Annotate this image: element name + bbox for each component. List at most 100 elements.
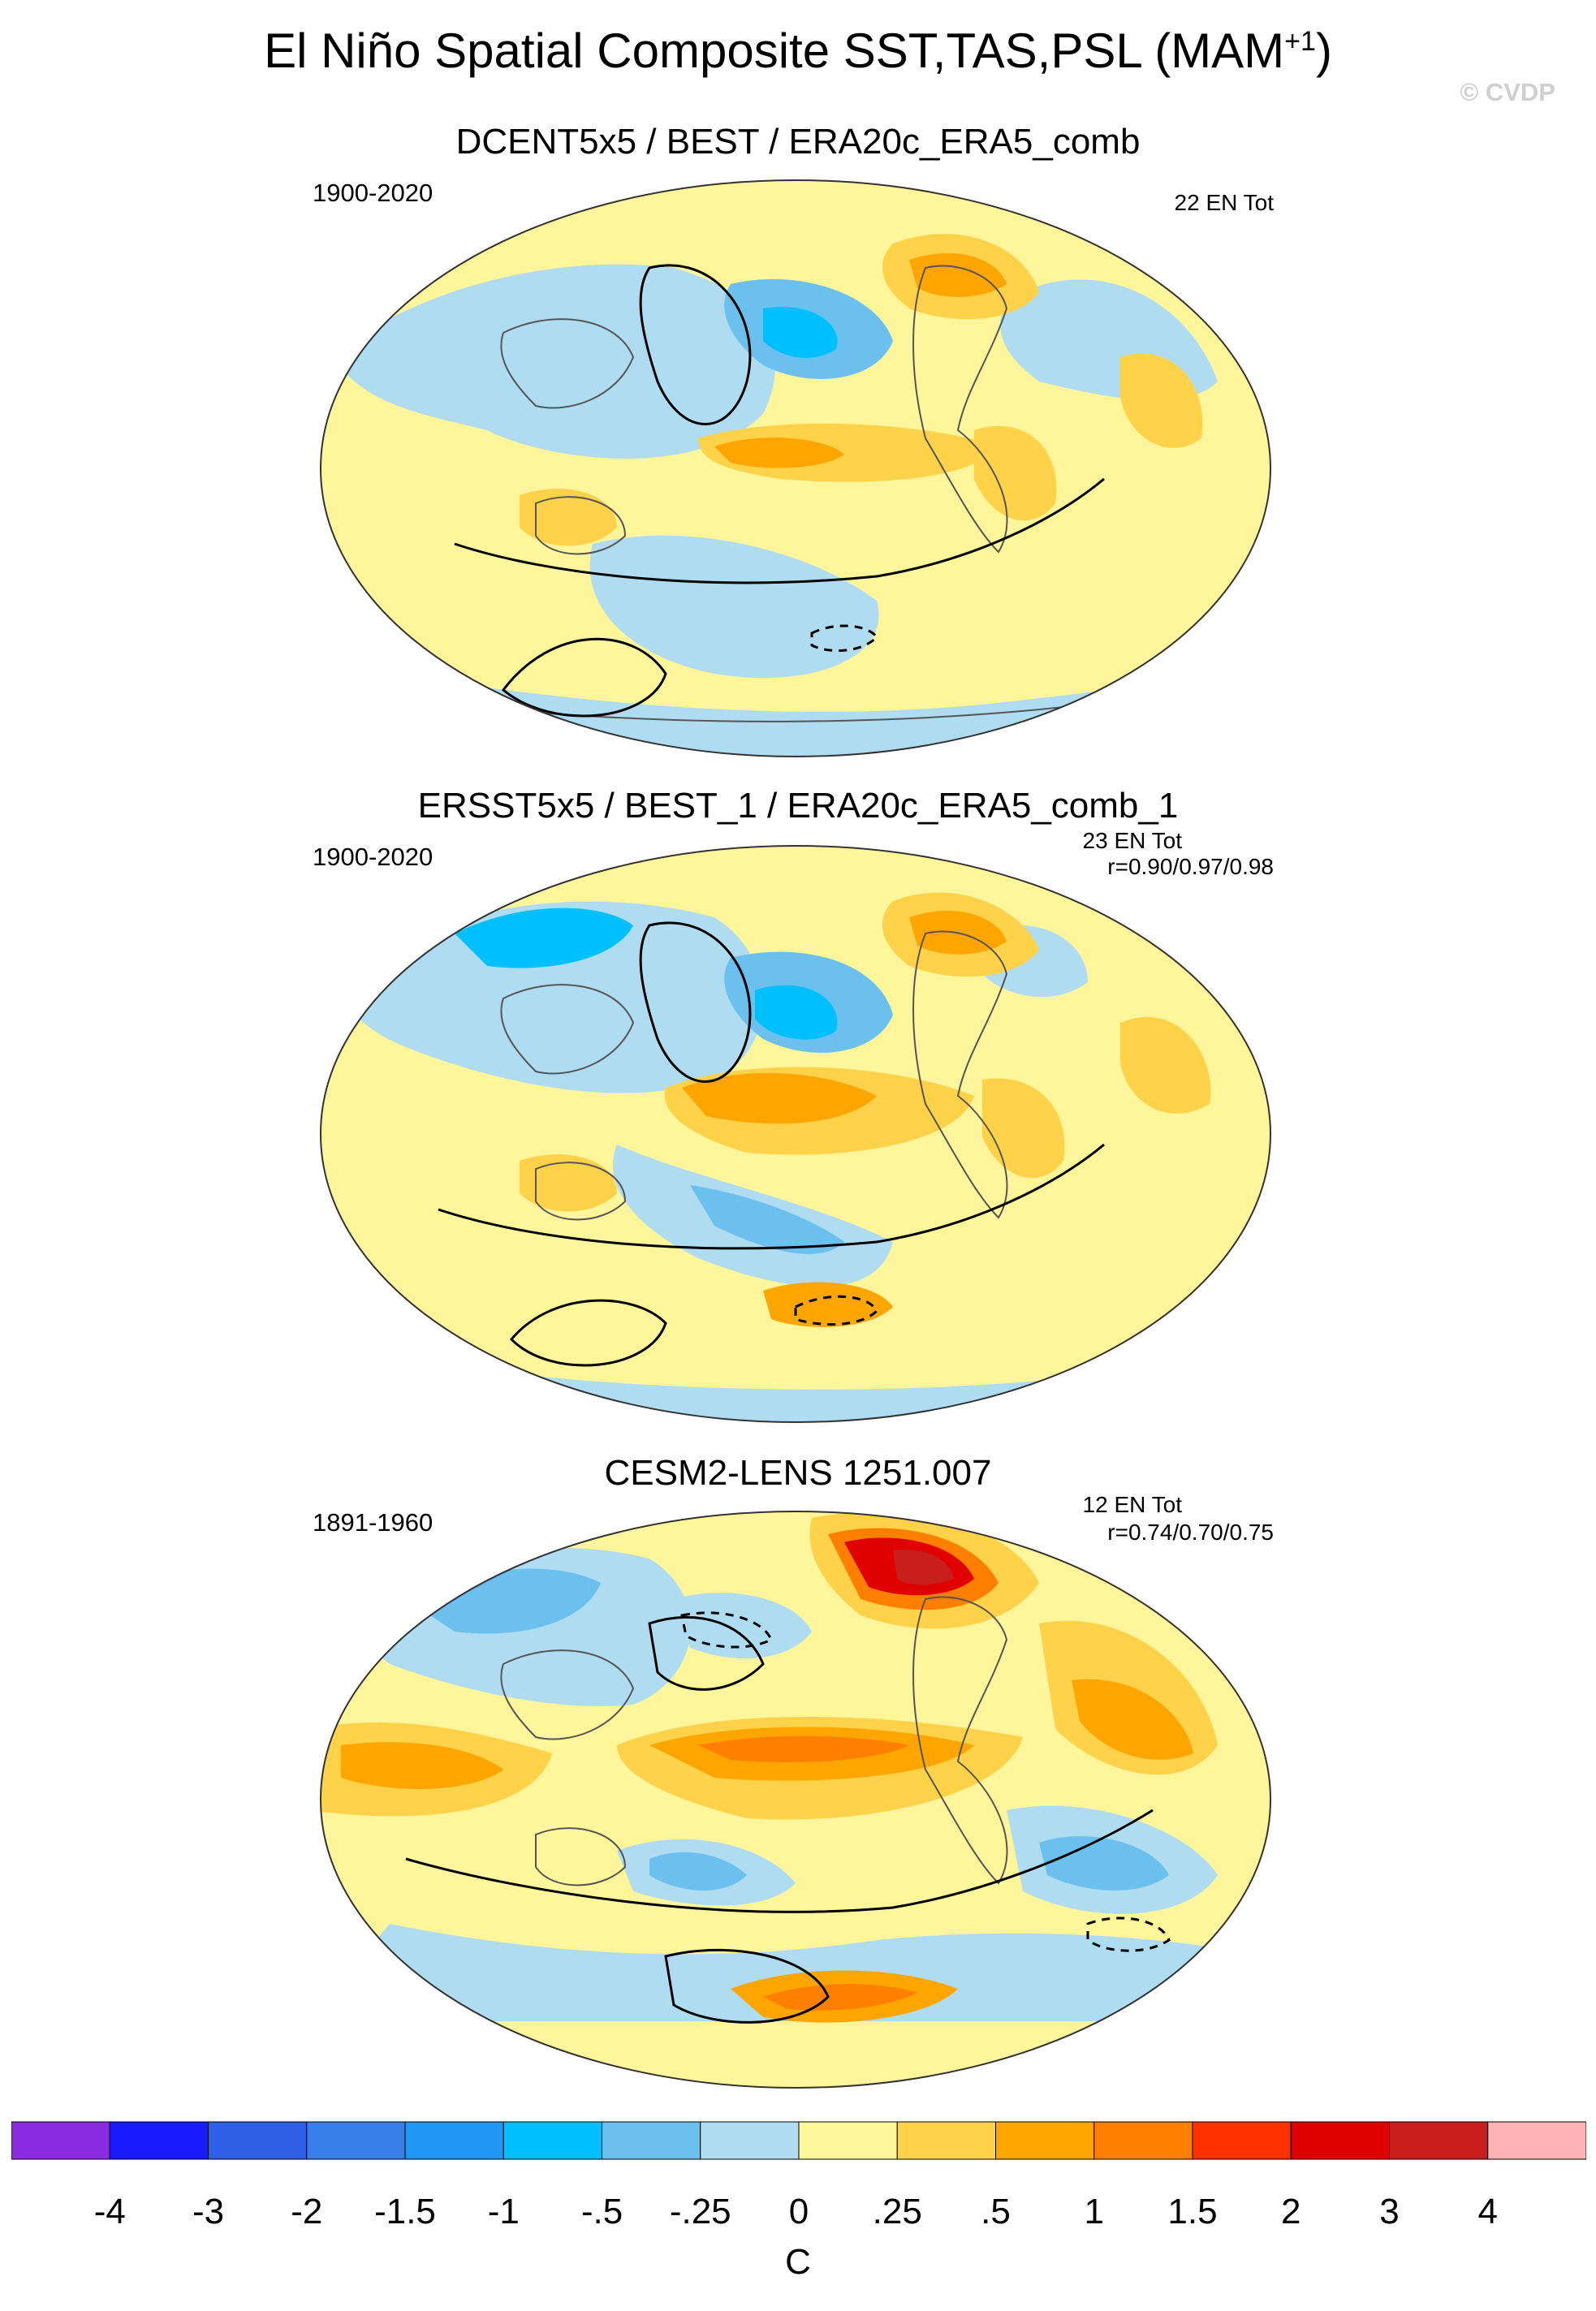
psl-contour — [1086, 1916, 1171, 1952]
anomaly-region-warm — [1072, 1679, 1193, 1760]
colorbar-swatch — [995, 2121, 1095, 2160]
colorbar-swatch — [602, 2121, 701, 2160]
land-outline — [535, 496, 627, 555]
colorbar-tick-label: 4 — [1477, 2192, 1498, 2231]
colorbar-swatch — [306, 2121, 406, 2160]
colorbar-tick-label: 0 — [788, 2192, 809, 2231]
anomaly-region-cool — [1039, 1836, 1169, 1891]
anomaly-region-warm — [763, 1984, 917, 2011]
anomaly-region-cool — [755, 985, 838, 1040]
land-outline — [912, 1596, 1008, 1885]
psl-contour — [438, 1143, 1105, 1250]
psl-contour — [639, 921, 752, 1083]
anomaly-region-cool — [674, 1593, 812, 1659]
anomaly-region-warm — [341, 1742, 503, 1789]
colorbar-swatch — [1389, 2121, 1489, 2160]
anomaly-region-cool — [333, 264, 776, 459]
anomaly-region-warm — [1120, 1016, 1211, 1114]
psl-contour — [501, 637, 667, 718]
anomaly-region-warm — [520, 1154, 617, 1212]
panel-1-years: 1900-2020 — [313, 179, 434, 207]
colorbar-tick-label: -2 — [291, 2192, 323, 2231]
land-outline — [500, 1649, 635, 1740]
colorbar-swatch — [11, 2121, 110, 2160]
panel-1-map — [320, 179, 1271, 757]
colorbar-swatch — [1093, 2121, 1193, 2160]
land-outline — [912, 265, 1008, 554]
colorbar-tick-label: 3 — [1379, 2192, 1400, 2231]
anomaly-region-cool — [690, 1185, 844, 1254]
panel-3-correlation: r=0.74/0.70/0.75 — [1107, 1520, 1274, 1545]
colorbar-swatch — [208, 2121, 308, 2160]
panel-1-count: 22 EN Tot — [1174, 190, 1274, 215]
psl-contour — [810, 624, 878, 653]
psl-contour — [664, 1948, 830, 2024]
panel-2-map — [320, 845, 1271, 1423]
panel-2-title: ERSST5x5 / BEST_1 / ERA20c_ERA5_comb_1 — [417, 786, 1179, 826]
colorbar-swatch — [404, 2121, 504, 2160]
colorbar-tick-label: 1 — [1084, 2192, 1104, 2231]
map-outline — [320, 179, 1271, 757]
colorbar-swatch — [896, 2121, 996, 2160]
psl-contour — [680, 1611, 773, 1649]
colorbar-tick-label: .5 — [981, 2192, 1011, 2231]
panel-2-count: 23 EN Tot — [1082, 828, 1182, 853]
colorbar-swatch — [503, 2121, 602, 2160]
psl-contour — [509, 1299, 667, 1367]
colorbar-tick-label: -3 — [192, 2192, 225, 2231]
psl-contour — [405, 1809, 1154, 1913]
anomaly-region-cool — [321, 1924, 1270, 2021]
land-outline — [912, 930, 1008, 1219]
colorbar-tick-label: -1.5 — [374, 2192, 436, 2231]
anomaly-region-warm — [520, 489, 617, 546]
colorbar-swatch — [1487, 2121, 1586, 2160]
anomaly-region-warm — [682, 1072, 877, 1124]
watermark: © CVDP — [1460, 78, 1555, 106]
anomaly-region-warm — [763, 1282, 893, 1327]
colorbar-tick-label: 2 — [1281, 2192, 1301, 2231]
colorbar-tick-label: -.5 — [580, 2192, 623, 2231]
colorbar-tick-label: -.25 — [669, 2192, 731, 2231]
anomaly-region-warm — [714, 438, 844, 468]
colorbar-tick-label: -4 — [93, 2192, 126, 2231]
colorbar-swatch — [1192, 2121, 1292, 2160]
panel-3-map — [320, 1511, 1271, 2089]
map-outline — [320, 1511, 1271, 2089]
panel-3-title: CESM2-LENS 1251.007 — [604, 1453, 992, 1493]
land-outline — [535, 1827, 627, 1886]
panel-3-years: 1891-1960 — [313, 1508, 434, 1537]
anomaly-region-cool — [649, 1852, 747, 1891]
colorbar-tick-label: -1 — [487, 2192, 520, 2231]
anomaly-region-hot — [893, 1550, 954, 1585]
psl-contour — [639, 264, 752, 425]
land-outline — [500, 318, 635, 409]
psl-contour — [454, 477, 1105, 584]
anomaly-region-warm — [909, 252, 1007, 297]
panel-2-correlation: r=0.90/0.97/0.98 — [1107, 854, 1274, 879]
land-outline — [500, 984, 635, 1075]
colorbar — [11, 2121, 1586, 2160]
colorbar-swatch — [700, 2121, 800, 2160]
psl-contour — [794, 1295, 878, 1326]
anomaly-region-warm — [1120, 353, 1203, 448]
colorbar-swatch — [1290, 2121, 1390, 2160]
colorbar-tick-label: .25 — [872, 2192, 922, 2231]
anomaly-region-cool — [341, 901, 763, 1093]
psl-contour — [648, 1615, 765, 1691]
land-outline — [535, 1162, 627, 1221]
main-title: El Niño Spatial Composite SST,TAS,PSL (M… — [264, 24, 1332, 78]
map-outline — [320, 845, 1271, 1423]
anomaly-region-warm — [982, 1078, 1065, 1179]
colorbar-swatch — [798, 2121, 898, 2160]
colorbar-tick-label: 1.5 — [1167, 2192, 1218, 2231]
anomaly-region-warm — [698, 1735, 909, 1762]
colorbar-swatch — [109, 2121, 209, 2160]
anomaly-region-cool — [589, 535, 879, 679]
colorbar-units: C — [785, 2242, 811, 2282]
anomaly-region-cool — [763, 307, 838, 358]
panel-2-years: 1900-2020 — [313, 843, 434, 871]
panel-1-title: DCENT5x5 / BEST / ERA20c_ERA5_comb — [455, 122, 1141, 162]
anomaly-region-cool — [455, 908, 633, 968]
panel-3-count: 12 EN Tot — [1082, 1492, 1182, 1517]
anomaly-region-warm — [974, 425, 1057, 521]
